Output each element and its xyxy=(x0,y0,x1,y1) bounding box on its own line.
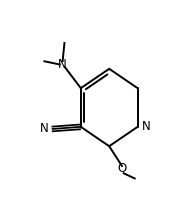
Text: N: N xyxy=(58,58,67,71)
Text: N: N xyxy=(40,123,48,135)
Text: O: O xyxy=(117,162,126,175)
Text: N: N xyxy=(142,120,151,133)
